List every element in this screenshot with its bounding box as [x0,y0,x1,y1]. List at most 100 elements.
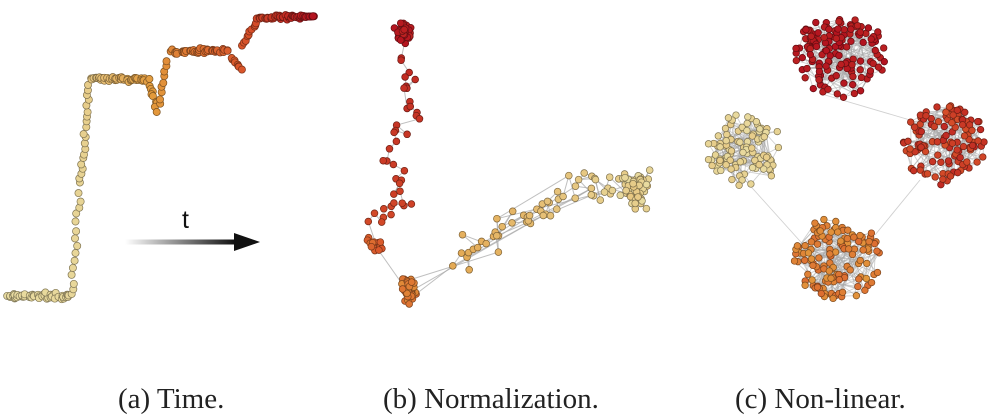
node [156,95,164,104]
node [398,285,407,293]
node [948,139,957,147]
node [804,270,812,278]
node [793,242,802,250]
node [811,219,819,227]
node [847,37,855,45]
node [223,46,232,55]
edge [850,24,871,72]
node [722,161,730,169]
node [801,281,809,289]
node [727,165,735,173]
node [937,158,945,166]
node [309,12,317,21]
node [76,197,85,206]
node [642,204,651,213]
node [815,254,823,262]
node [493,214,501,223]
node [716,156,724,165]
node [807,255,816,263]
node [748,144,756,152]
node [809,261,817,270]
node [801,256,809,264]
node [162,57,171,66]
node [367,242,376,251]
node [843,234,852,243]
node [945,103,954,111]
node [917,143,925,151]
panel-time-embedding: t [3,11,318,304]
node [587,191,596,199]
node-group [704,16,988,303]
node [390,199,398,207]
node [743,119,751,128]
edge [496,175,570,220]
node [756,125,764,133]
node [407,278,416,286]
node [961,108,969,116]
node [743,126,751,135]
node [968,141,977,150]
node [859,38,867,47]
node [954,169,962,177]
node [968,126,976,135]
node [835,17,843,26]
node [808,276,816,284]
node [539,211,548,220]
node [906,145,914,153]
node [873,247,881,255]
node [591,175,600,184]
node [930,122,938,131]
node [396,187,404,195]
node [71,234,79,243]
node [631,199,639,208]
node [67,270,76,279]
node [405,300,413,308]
node [767,172,776,180]
node [802,26,810,34]
node [826,250,834,258]
node [824,85,832,93]
node [829,294,837,303]
node [801,74,809,82]
node [837,60,845,69]
node [833,90,841,98]
node [815,76,823,84]
node [400,166,409,175]
node [84,81,92,89]
node [867,278,876,287]
node [834,25,842,33]
node [714,132,722,140]
node [880,44,888,52]
node [379,156,387,165]
edge [406,215,544,295]
node [806,50,815,59]
node [801,242,809,250]
node [933,103,941,111]
node [960,132,969,140]
node [553,187,562,196]
node [73,241,82,250]
node [959,142,968,151]
node [857,73,866,82]
node [774,143,783,152]
node [825,267,833,275]
node [77,160,86,169]
caption-nonlinear: (c) Non-linear. [735,383,906,415]
node [861,286,869,294]
node [949,111,957,119]
node [587,184,596,193]
node [944,157,953,165]
node [70,256,79,265]
node [747,180,755,188]
node [852,292,861,300]
node [525,211,534,220]
node [865,237,873,246]
node [571,182,580,190]
node [939,175,947,183]
node [508,219,516,227]
node [956,153,964,162]
node [736,158,744,166]
node [401,73,409,81]
node [364,217,373,226]
